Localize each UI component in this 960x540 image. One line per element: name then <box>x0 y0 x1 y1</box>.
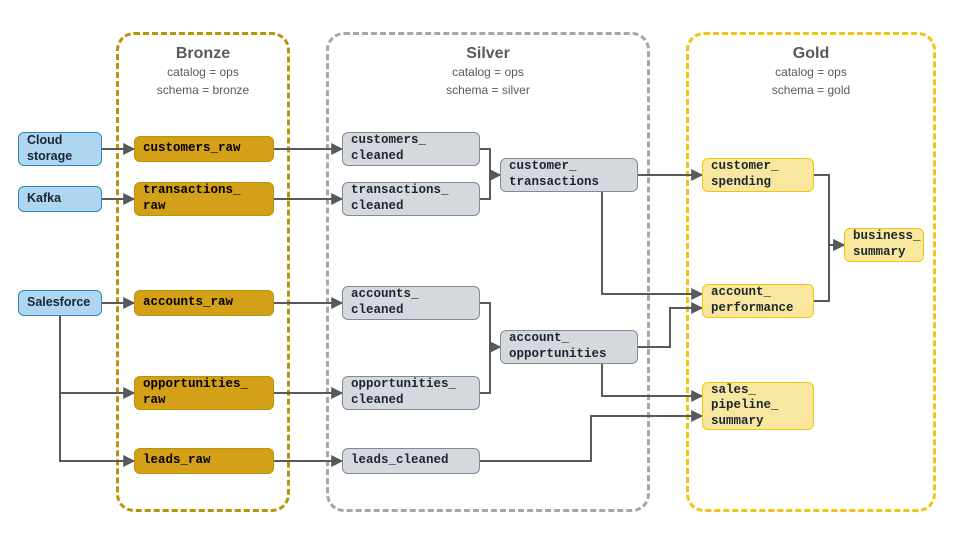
node-bronze-leads-raw: leads_raw <box>134 448 274 474</box>
stage-gold-title: Gold <box>689 45 933 63</box>
stage-silver-header: Silver catalog = ops schema = silver <box>329 45 647 98</box>
node-gold-account-performance: account_ performance <box>702 284 814 318</box>
node-source-salesforce: Salesforce <box>18 290 102 316</box>
node-silver-customer-transactions: customer_ transactions <box>500 158 638 192</box>
stage-bronze: Bronze catalog = ops schema = bronze <box>116 32 290 512</box>
stage-bronze-sub1: catalog = ops <box>119 65 287 81</box>
stage-bronze-sub2: schema = bronze <box>119 83 287 99</box>
stage-silver-sub1: catalog = ops <box>329 65 647 81</box>
node-silver-transactions-cleaned: transactions_ cleaned <box>342 182 480 216</box>
node-gold-business-summary: business_ summary <box>844 228 924 262</box>
stage-bronze-title: Bronze <box>119 45 287 63</box>
node-silver-leads-cleaned: leads_cleaned <box>342 448 480 474</box>
node-bronze-transactions-raw: transactions_ raw <box>134 182 274 216</box>
node-silver-opportunities-cleaned: opportunities_ cleaned <box>342 376 480 410</box>
node-bronze-accounts-raw: accounts_raw <box>134 290 274 316</box>
stage-silver-title: Silver <box>329 45 647 63</box>
node-silver-accounts-cleaned: accounts_ cleaned <box>342 286 480 320</box>
node-source-kafka: Kafka <box>18 186 102 212</box>
stage-bronze-header: Bronze catalog = ops schema = bronze <box>119 45 287 98</box>
stage-silver: Silver catalog = ops schema = silver <box>326 32 650 512</box>
stage-gold-sub2: schema = gold <box>689 83 933 99</box>
node-gold-sales-pipeline-summary: sales_ pipeline_ summary <box>702 382 814 430</box>
node-gold-customer-spending: customer_ spending <box>702 158 814 192</box>
stage-silver-sub2: schema = silver <box>329 83 647 99</box>
node-silver-customers-cleaned: customers_ cleaned <box>342 132 480 166</box>
node-bronze-customers-raw: customers_raw <box>134 136 274 162</box>
node-source-cloud-storage: Cloud storage <box>18 132 102 166</box>
stage-gold-sub1: catalog = ops <box>689 65 933 81</box>
stage-gold: Gold catalog = ops schema = gold <box>686 32 936 512</box>
stage-gold-header: Gold catalog = ops schema = gold <box>689 45 933 98</box>
node-bronze-opportunities-raw: opportunities_ raw <box>134 376 274 410</box>
node-silver-account-opportunities: account_ opportunities <box>500 330 638 364</box>
